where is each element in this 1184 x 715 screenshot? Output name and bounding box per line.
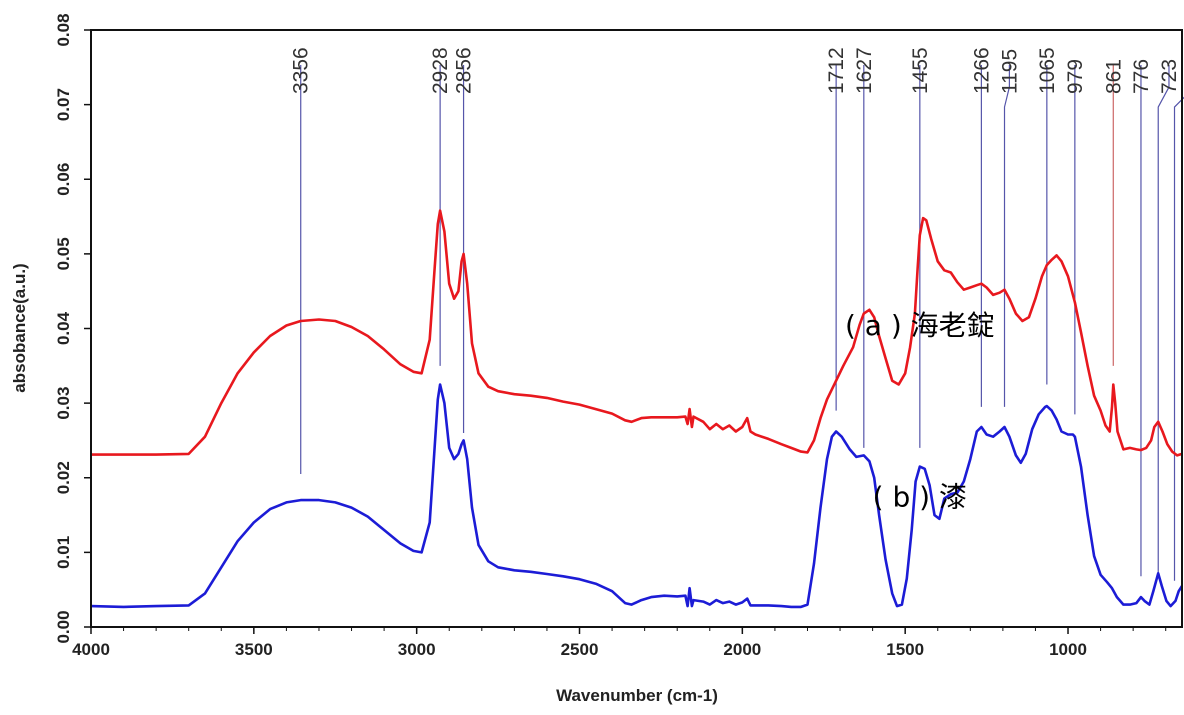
y-tick-label: 0.01 — [54, 536, 73, 569]
x-axis-title: Wavenumber (cm-1) — [556, 686, 718, 705]
peak-label-861: 861 — [1102, 59, 1125, 94]
series-line-b — [90, 383, 1184, 609]
plot-frame — [90, 29, 1183, 628]
y-tick-label: 0.06 — [54, 163, 73, 196]
peak-label-979: 979 — [1064, 59, 1087, 94]
peak-label-3356: 3356 — [290, 47, 313, 94]
x-tick-label: 1500 — [886, 640, 924, 659]
x-tick-label: 2000 — [723, 640, 761, 659]
peak-label-1712: 1712 — [825, 47, 848, 94]
series-labels: ( a ) 海老錠 ( b ) 漆 — [845, 309, 995, 514]
series-lines — [90, 209, 1184, 609]
x-tick-label: 1000 — [1049, 640, 1087, 659]
x-axis-ticks: 4000 3500 3000 2500 2000 1500 1000 — [72, 627, 1167, 659]
series-label-b: ( b ) 漆 — [873, 480, 967, 513]
y-tick-label: 0.08 — [54, 13, 73, 46]
peak-label-1455: 1455 — [909, 47, 932, 94]
peak-line-673 — [1173, 96, 1184, 581]
peak-line-1195 — [1003, 65, 1010, 407]
series-line-a — [91, 209, 1183, 457]
peak-label-2928: 2928 — [429, 47, 452, 94]
y-tick-label: 0.03 — [54, 387, 73, 420]
peak-label-1266: 1266 — [970, 47, 993, 94]
peak-label-2856: 2856 — [453, 47, 476, 94]
x-tick-label: 4000 — [72, 640, 110, 659]
y-axis-ticks: 0.00 0.01 0.02 0.03 0.04 0.05 0.06 0.07 0.08 — [54, 13, 91, 644]
x-tick-label: 3000 — [398, 640, 436, 659]
y-tick-label: 0.05 — [54, 237, 73, 270]
series-label-a: ( a ) 海老錠 — [845, 309, 995, 342]
x-tick-label: 2500 — [561, 640, 599, 659]
peak-marker-lines — [300, 65, 1184, 581]
y-tick-label: 0.02 — [54, 461, 73, 494]
peak-line-723 — [1157, 65, 1170, 577]
y-tick-label: 0.07 — [54, 88, 73, 121]
peak-label-723: 723 — [1158, 59, 1181, 94]
peak-label-1195: 1195 — [998, 49, 1021, 94]
y-axis-title: absobance(a.u.) — [10, 263, 29, 392]
peak-label-1065: 1065 — [1036, 47, 1059, 94]
y-tick-label: 0.04 — [54, 311, 73, 345]
peak-label-1627: 1627 — [853, 47, 876, 94]
y-tick-label: 0.00 — [54, 610, 73, 643]
peak-label-776: 776 — [1130, 59, 1153, 94]
peak-labels: 3356 2928 2856 1712 1627 1455 1266 1195 1065 979 8… — [290, 47, 1184, 94]
x-tick-label: 3500 — [235, 640, 273, 659]
